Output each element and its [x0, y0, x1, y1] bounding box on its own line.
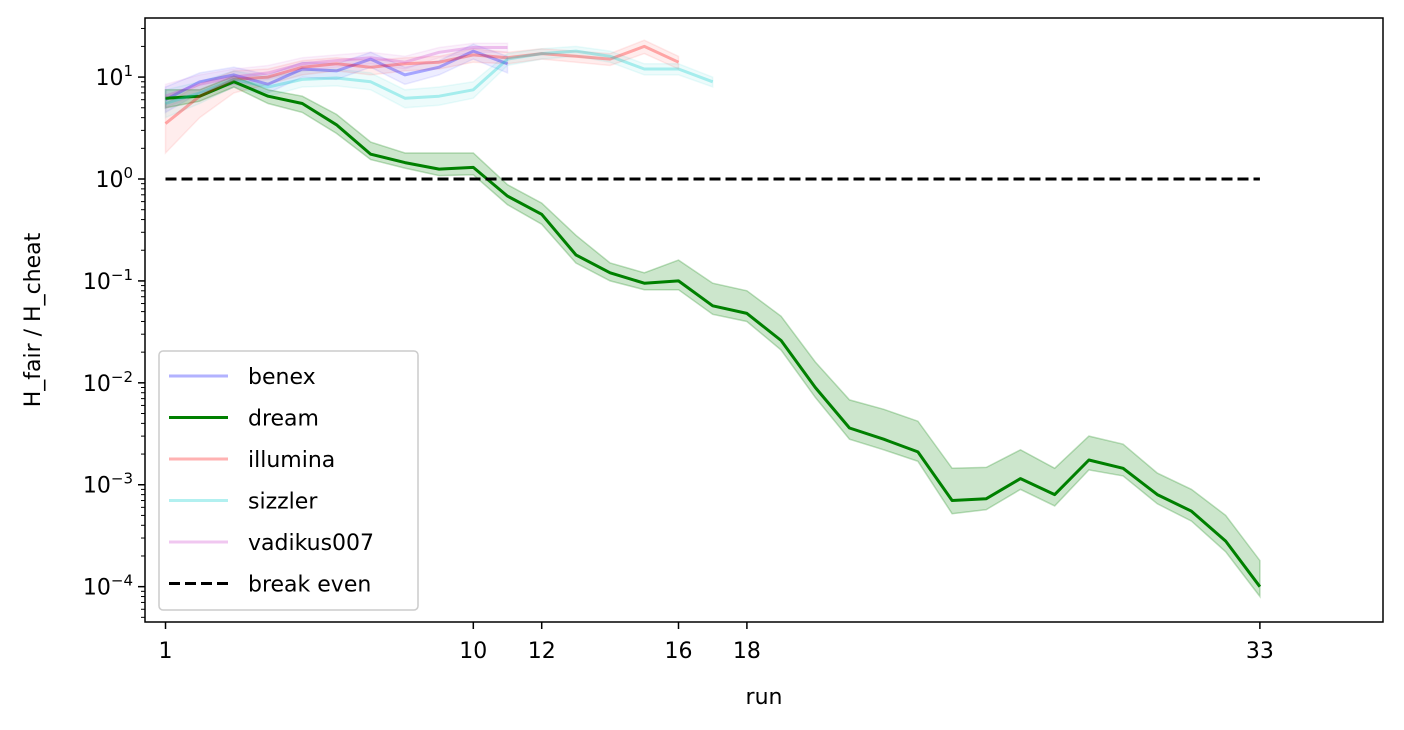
- x-axis-label: run: [746, 685, 783, 710]
- x-tick-label: 1: [159, 639, 173, 664]
- y-axis: 10−4 10−3 10−2 10−1 100 101: [83, 27, 145, 618]
- x-tick-label: 12: [528, 639, 556, 664]
- vadikus007-band: [164, 42, 509, 109]
- y-tick-label: 101: [95, 62, 133, 91]
- legend-box: [158, 350, 419, 611]
- vadikus007-line: [165, 46, 508, 98]
- dream-band: [164, 75, 1261, 599]
- y-tick-label: 10−2: [83, 368, 133, 397]
- y-tick-label: 10−3: [83, 470, 133, 499]
- sizzler-line: [165, 49, 714, 105]
- dream-line: [165, 80, 1262, 588]
- legend-label-break-even: break even: [248, 573, 371, 598]
- legend: benex dream illumina sizzler vadikus007 break…: [158, 350, 419, 611]
- illumina-band: [164, 39, 680, 155]
- confidence-bands: [164, 39, 1261, 599]
- legend-label-dream: dream: [248, 407, 319, 432]
- y-axis-label: H_fair / H_cheat: [21, 232, 46, 407]
- legend-label-sizzler: sizzler: [248, 490, 318, 515]
- y-tick-label: 100: [95, 164, 133, 193]
- y-tick-label: 10−4: [83, 572, 133, 601]
- x-axis: 1 10 12 16 18 33: [159, 622, 1274, 664]
- y-tick-label: 10−1: [83, 266, 133, 295]
- x-tick-label: 16: [665, 639, 693, 664]
- x-tick-label: 18: [733, 639, 761, 664]
- legend-label-vadikus007: vadikus007: [248, 531, 374, 556]
- x-tick-label: 10: [459, 639, 487, 664]
- legend-label-illumina: illumina: [248, 448, 335, 473]
- legend-label-benex: benex: [248, 365, 316, 390]
- x-tick-label: 33: [1246, 639, 1274, 664]
- benex-line: [164, 49, 509, 102]
- sizzler-band: [164, 45, 714, 119]
- plot-frame: [144, 17, 1384, 623]
- illumina-line: [164, 44, 680, 125]
- series-lines: [164, 44, 1262, 588]
